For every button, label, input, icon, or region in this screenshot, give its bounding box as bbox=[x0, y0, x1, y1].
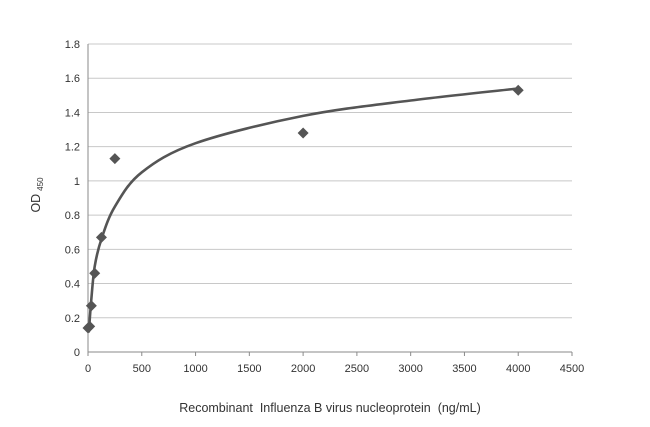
data-point bbox=[85, 300, 97, 312]
y-tick-labels: 0 0.2 0.4 0.6 0.8 1 1.2 1.4 1.6 1.8 bbox=[65, 39, 80, 359]
y-tick-label: 1.4 bbox=[65, 107, 80, 119]
trendline bbox=[87, 87, 520, 333]
gridlines bbox=[88, 43, 572, 319]
y-tick-label: 0 bbox=[74, 347, 80, 359]
y-tick-label: 1.2 bbox=[65, 142, 80, 154]
data-point bbox=[109, 153, 121, 165]
x-axis-title: Recombinant Influenza B virus nucleoprot… bbox=[179, 401, 481, 415]
y-tick-label: 0.8 bbox=[65, 210, 80, 222]
data-point bbox=[89, 267, 101, 279]
x-tick-label: 4000 bbox=[506, 363, 530, 375]
x-tick-label: 0 bbox=[85, 363, 91, 375]
data-point bbox=[95, 231, 107, 243]
x-tick-label: 1500 bbox=[237, 363, 261, 375]
y-axis-title: OD450 bbox=[29, 177, 45, 213]
y-tick-label: 0.4 bbox=[65, 279, 80, 291]
x-tick-label: 1000 bbox=[183, 363, 207, 375]
x-tick-label: 3500 bbox=[452, 363, 476, 375]
x-tick-label: 2500 bbox=[345, 363, 369, 375]
data-points bbox=[82, 84, 524, 334]
data-point bbox=[297, 127, 309, 139]
y-tick-label: 0.2 bbox=[65, 313, 80, 325]
x-tick-label: 3000 bbox=[398, 363, 422, 375]
axes bbox=[87, 44, 573, 356]
y-tick-label: 0.6 bbox=[65, 244, 80, 256]
y-tick-label: 1.6 bbox=[65, 73, 80, 85]
x-tick-labels: 0 500 1000 1500 2000 2500 3000 3500 4000 4500 bbox=[85, 363, 584, 375]
data-point bbox=[84, 320, 96, 332]
y-tick-label: 1 bbox=[74, 176, 80, 188]
x-tick-label: 2000 bbox=[291, 363, 315, 375]
data-point bbox=[512, 84, 524, 96]
x-tick-label: 500 bbox=[133, 363, 151, 375]
x-tick-label: 4500 bbox=[560, 363, 584, 375]
y-tick-label: 1.8 bbox=[65, 39, 80, 51]
